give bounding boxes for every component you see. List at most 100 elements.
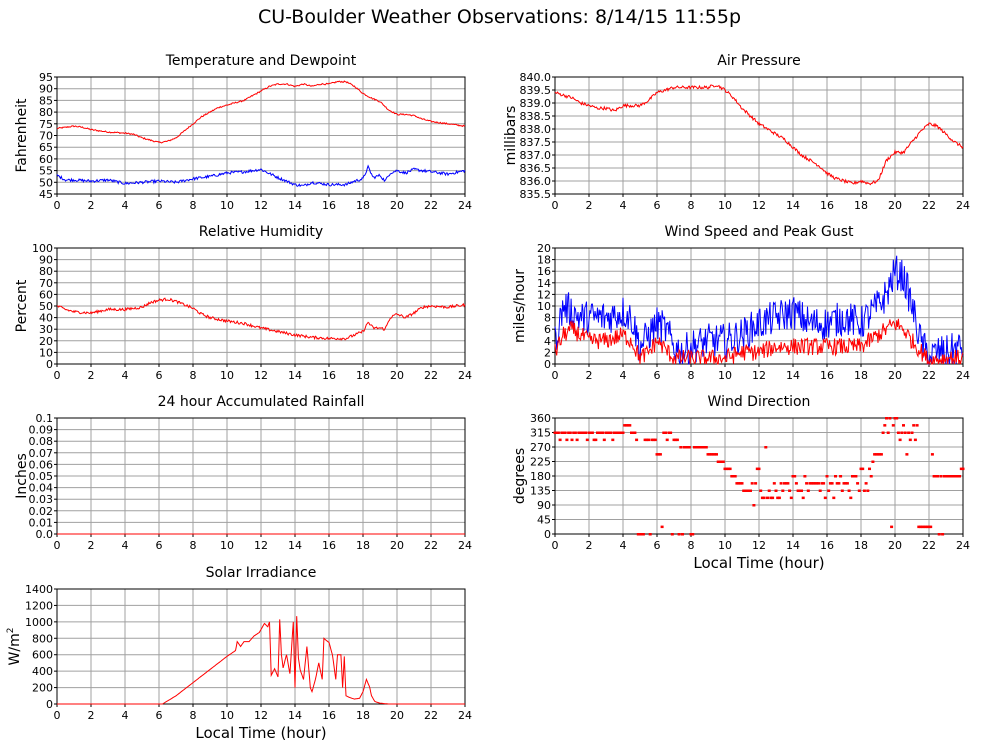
data-point: [655, 453, 659, 456]
y-tick-label: 60: [39, 153, 53, 166]
data-point: [596, 431, 599, 434]
data-point: [687, 446, 691, 449]
x-tick-label: 24: [956, 369, 970, 382]
data-point: [648, 533, 652, 536]
data-point: [553, 431, 557, 434]
y-tick-label: 10: [39, 346, 53, 359]
x-tick-label: 0: [552, 539, 559, 552]
data-point: [941, 533, 945, 536]
data-point: [725, 467, 729, 471]
data-point: [699, 446, 703, 449]
data-point: [932, 475, 936, 478]
x-tick-label: 24: [458, 709, 472, 722]
chart-title: Air Pressure: [717, 53, 800, 69]
data-point: [924, 525, 928, 529]
data-point: [585, 438, 589, 442]
data-point: [589, 431, 593, 434]
x-tick-label: 14: [288, 709, 302, 722]
y-tick-label: 20: [39, 335, 53, 348]
y-tick-label: 0.05: [29, 470, 54, 483]
x-tick-label: 8: [190, 199, 197, 212]
data-point: [908, 438, 912, 442]
x-tick-label: 22: [424, 709, 438, 722]
data-point: [910, 431, 914, 434]
data-point: [602, 438, 606, 442]
data-point: [951, 475, 955, 478]
data-point: [757, 467, 761, 471]
data-point: [811, 482, 815, 485]
data-point: [954, 475, 958, 478]
data-point: [570, 438, 574, 442]
data-point: [813, 482, 817, 485]
y-tick-label: 225: [530, 456, 551, 469]
data-point: [747, 489, 751, 492]
x-tick-label: 10: [718, 369, 732, 382]
chart-title: Solar Irradiance: [206, 565, 317, 581]
x-tick-label: 6: [654, 199, 661, 212]
x-tick-label: 14: [288, 539, 302, 552]
x-tick-label: 10: [718, 539, 732, 552]
data-point: [560, 431, 564, 434]
x-tick-label: 20: [888, 199, 902, 212]
x-tick-label: 10: [718, 199, 732, 212]
data-point: [670, 533, 674, 536]
data-point: [674, 438, 678, 442]
y-tick-label: 0.1: [36, 412, 54, 425]
x-tick-label: 14: [786, 369, 800, 382]
data-point: [672, 438, 676, 442]
x-tick-label: 6: [654, 539, 661, 552]
data-point: [947, 475, 951, 478]
data-point: [568, 431, 572, 434]
data-point: [784, 482, 788, 485]
data-point: [825, 475, 829, 478]
data-point: [613, 431, 616, 434]
data-point: [740, 482, 744, 485]
data-point: [801, 496, 805, 500]
data-point: [796, 489, 800, 492]
data-point: [624, 424, 628, 427]
data-point: [721, 460, 725, 463]
x-tick-label: 6: [156, 709, 163, 722]
data-point: [743, 489, 747, 492]
data-point: [930, 453, 934, 456]
x-tick-label: 2: [88, 709, 95, 722]
data-point: [942, 475, 946, 478]
data-point: [803, 475, 807, 478]
x-tick-label: 14: [786, 539, 800, 552]
data-point: [643, 438, 647, 442]
data-point: [749, 489, 752, 492]
x-tick-label: 16: [820, 369, 834, 382]
x-tick-label: 20: [390, 539, 404, 552]
data-point: [786, 482, 790, 485]
data-point: [800, 489, 803, 492]
y-tick-label: 80: [39, 106, 53, 119]
data-point: [640, 533, 644, 536]
data-point: [956, 475, 960, 478]
data-point: [713, 453, 717, 456]
series-line: [554, 84, 964, 186]
x-tick-label: 16: [322, 199, 336, 212]
data-point: [767, 489, 771, 492]
x-tick-label: 24: [956, 199, 970, 212]
data-point: [567, 431, 571, 434]
data-point: [878, 453, 882, 456]
data-point: [738, 482, 742, 485]
y-tick-label: 0.07: [29, 447, 54, 460]
y-tick-label: 50: [39, 176, 53, 189]
x-tick-label: 6: [156, 539, 163, 552]
series-line: [554, 318, 964, 366]
data-point: [604, 431, 608, 434]
chart-title: Temperature and Dewpoint: [165, 53, 357, 69]
data-point: [689, 533, 693, 536]
data-point: [903, 431, 907, 434]
data-point: [886, 431, 890, 434]
data-point: [866, 489, 870, 492]
data-point: [913, 438, 917, 442]
data-point: [718, 460, 722, 463]
data-point: [621, 431, 625, 434]
y-tick-label: 50: [39, 300, 53, 313]
data-point: [794, 482, 798, 485]
x-tick-label: 16: [322, 709, 336, 722]
